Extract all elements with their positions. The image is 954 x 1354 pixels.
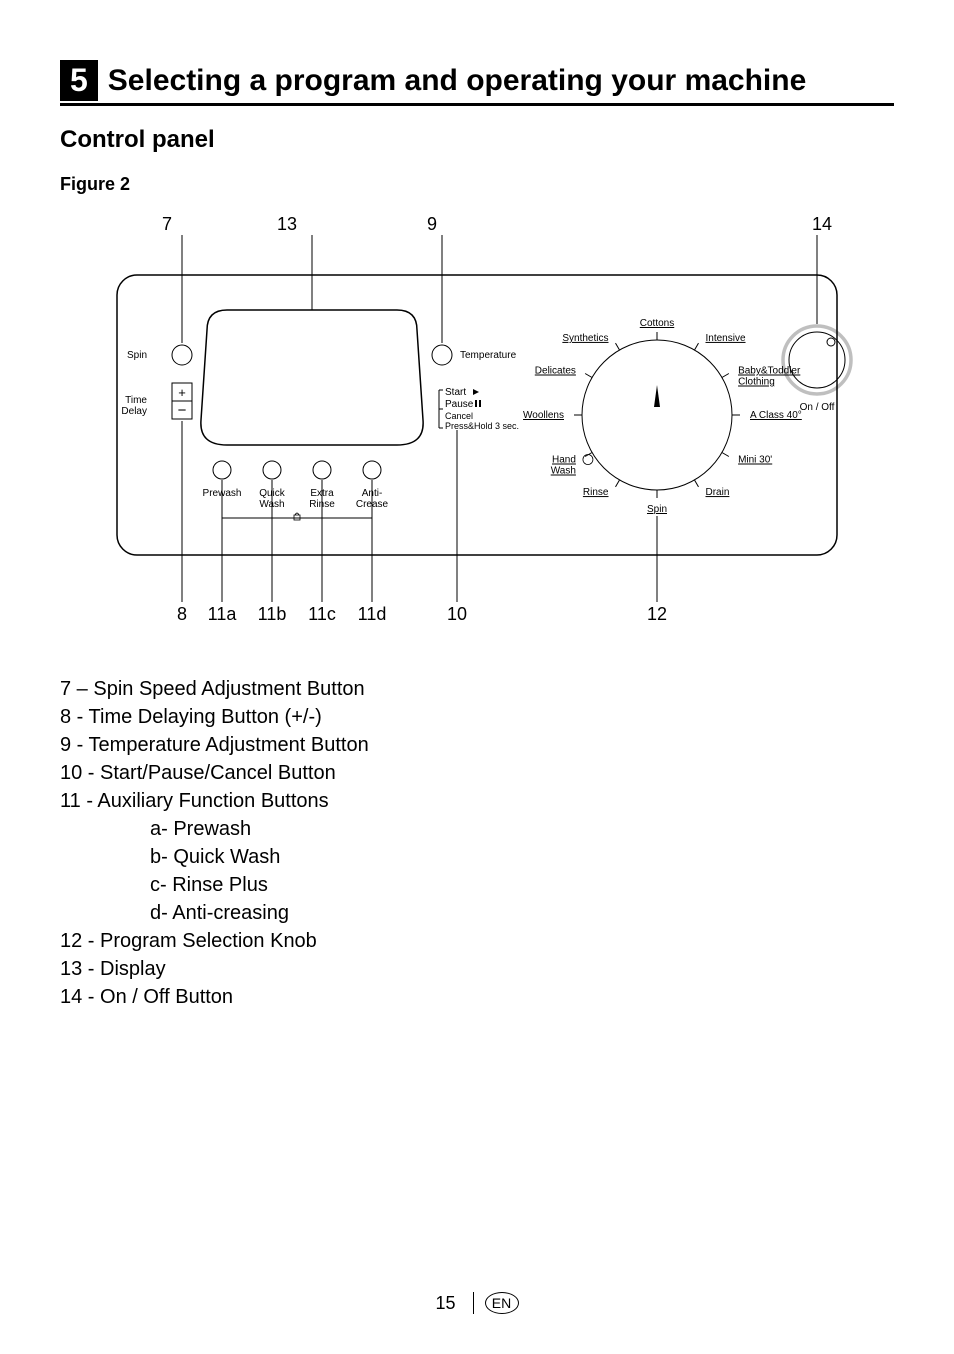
legend-line: 10 - Start/Pause/Cancel Button [60, 759, 894, 787]
language-badge: EN [485, 1292, 519, 1314]
footer-separator [473, 1292, 474, 1314]
svg-text:TimeDelay: TimeDelay [121, 395, 147, 417]
svg-text:Delicates: Delicates [535, 366, 576, 377]
legend-line: 12 - Program Selection Knob [60, 927, 894, 955]
legend-line: 7 – Spin Speed Adjustment Button [60, 675, 894, 703]
svg-text:Synthetics: Synthetics [562, 333, 608, 344]
legend-line: 9 - Temperature Adjustment Button [60, 731, 894, 759]
svg-text:Temperature: Temperature [460, 350, 517, 361]
subtitle: Control panel [60, 126, 894, 154]
svg-text:8: 8 [177, 604, 187, 624]
section-header: 5 Selecting a program and operating your… [60, 60, 894, 106]
svg-text:Spin: Spin [647, 504, 667, 515]
legend-subline: c- Rinse Plus [60, 871, 894, 899]
figure-label: Figure 2 [60, 174, 894, 195]
legend-subline: a- Prewash [60, 815, 894, 843]
legend-subline: b- Quick Wash [60, 843, 894, 871]
svg-text:On / Off: On / Off [800, 402, 835, 413]
page-number: 15 [435, 1293, 455, 1314]
legend-line: 11 - Auxiliary Function Buttons [60, 787, 894, 815]
svg-text:Start: Start [445, 387, 466, 398]
svg-text:12: 12 [647, 604, 667, 624]
svg-text:Woollens: Woollens [523, 410, 564, 421]
svg-text:11b: 11b [258, 604, 287, 624]
svg-text:Cottons: Cottons [640, 318, 674, 329]
legend-line: 13 - Display [60, 955, 894, 983]
svg-text:9: 9 [427, 215, 437, 234]
svg-text:13: 13 [277, 215, 297, 234]
control-panel-diagram: Spin TimeDelay + − Temperature StartPauseCanc… [60, 215, 894, 645]
svg-text:Mini 30': Mini 30' [738, 455, 772, 466]
svg-text:Drain: Drain [706, 487, 730, 498]
section-number: 5 [60, 60, 98, 101]
svg-text:11d: 11d [358, 604, 387, 624]
svg-text:−: − [178, 402, 187, 419]
svg-text:CancelPress&Hold 3 sec.: CancelPress&Hold 3 sec. [445, 411, 519, 431]
legend-subline: d- Anti-creasing [60, 899, 894, 927]
svg-text:Pause: Pause [445, 399, 474, 410]
svg-text:Rinse: Rinse [583, 487, 609, 498]
page-footer: 15 EN [0, 1292, 954, 1314]
svg-text:14: 14 [812, 215, 832, 234]
panel-svg: Spin TimeDelay + − Temperature StartPauseCanc… [87, 215, 867, 645]
section-title: Selecting a program and operating your m… [108, 64, 806, 98]
svg-text:Spin: Spin [127, 350, 147, 361]
svg-text:HandWash: HandWash [551, 455, 576, 477]
svg-text:7: 7 [162, 215, 172, 234]
legend-line: 8 - Time Delaying Button (+/-) [60, 703, 894, 731]
legend-line: 14 - On / Off Button [60, 983, 894, 1011]
svg-text:11c: 11c [308, 604, 336, 624]
svg-text:11a: 11a [208, 604, 238, 624]
legend: 7 – Spin Speed Adjustment Button 8 - Tim… [60, 675, 894, 1011]
svg-text:Intensive: Intensive [706, 333, 746, 344]
svg-text:+: + [178, 385, 186, 400]
svg-text:A Class 40°: A Class 40° [750, 410, 802, 421]
svg-text:10: 10 [447, 604, 467, 624]
